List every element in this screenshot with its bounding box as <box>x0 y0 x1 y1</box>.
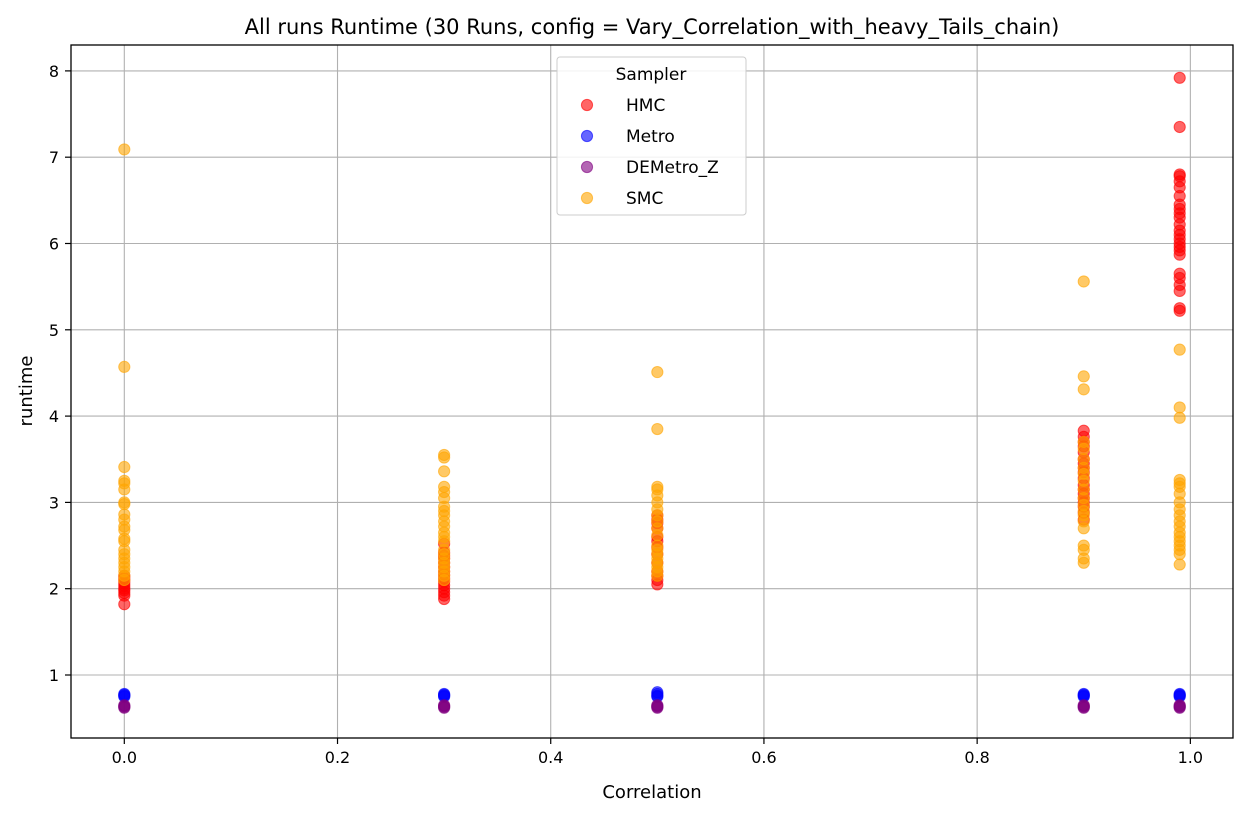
data-point <box>1173 343 1186 356</box>
data-point <box>1173 267 1186 280</box>
data-point <box>1173 302 1186 315</box>
data-point <box>651 686 664 699</box>
legend-items: HMC Metro DEMetro_Z SMC <box>580 96 719 209</box>
data-point <box>1077 435 1090 449</box>
legend-label: SMC <box>626 189 663 209</box>
data-point <box>438 480 451 493</box>
plot-frame <box>70 44 1234 739</box>
x-axis-ticks: 0.0 0.2 0.4 0.6 0.8 1.0 <box>112 738 1203 767</box>
y-tick-label: 7 <box>49 148 59 167</box>
data-point <box>118 496 131 509</box>
data-point <box>118 687 131 701</box>
data-point <box>118 460 131 474</box>
data-point <box>651 539 664 552</box>
y-tick-label: 2 <box>49 580 59 599</box>
data-point <box>1173 168 1186 181</box>
y-tick-label: 4 <box>49 407 59 426</box>
data-point <box>1077 453 1090 466</box>
data-point <box>118 699 131 712</box>
legend-marker <box>580 98 594 112</box>
data-point <box>1173 120 1186 134</box>
data-point <box>1173 71 1186 84</box>
x-tick-label: 0.6 <box>751 748 776 767</box>
y-tick-label: 3 <box>49 493 59 512</box>
data-point <box>438 687 451 701</box>
data-point <box>1077 370 1090 383</box>
y-tick-label: 8 <box>49 62 59 81</box>
data-point <box>1173 401 1186 414</box>
x-tick-label: 0.4 <box>538 748 563 767</box>
data-point <box>1173 699 1186 712</box>
legend-marker <box>580 191 594 205</box>
y-axis-ticks: 1 2 3 4 5 6 7 8 <box>49 62 71 685</box>
data-point <box>1077 275 1090 288</box>
legend-label: Metro <box>626 127 675 147</box>
data-point <box>1077 424 1090 437</box>
data-points <box>118 71 1186 714</box>
y-axis-label: runtime <box>16 356 37 427</box>
data-point <box>651 699 664 712</box>
data-point <box>1173 411 1186 424</box>
x-tick-label: 0.0 <box>112 748 137 767</box>
legend-marker <box>580 129 594 143</box>
legend-marker <box>580 160 594 174</box>
series-demetro-z <box>118 699 1186 714</box>
data-point <box>118 474 131 487</box>
data-point <box>438 448 451 462</box>
data-point <box>1173 558 1186 571</box>
data-point <box>118 143 131 156</box>
data-point <box>651 480 664 493</box>
data-point <box>1173 473 1186 487</box>
legend-label: DEMetro_Z <box>626 158 719 178</box>
x-axis-label: Correlation <box>602 782 701 803</box>
x-tick-label: 1.0 <box>1178 748 1203 767</box>
data-point <box>1173 687 1186 701</box>
series-smc <box>118 143 1186 587</box>
legend: Sampler HMC Metro DEMetro_Z SMC <box>556 56 747 216</box>
data-point <box>651 365 664 379</box>
chart-title: All runs Runtime (30 Runs, config = Vary… <box>245 15 1060 40</box>
legend-box <box>556 56 747 216</box>
y-tick-label: 5 <box>49 321 59 340</box>
data-point <box>1077 699 1090 712</box>
data-point <box>1077 687 1090 701</box>
data-point <box>118 508 131 521</box>
y-tick-label: 6 <box>49 234 59 253</box>
data-point <box>1077 383 1090 396</box>
data-point <box>438 465 451 478</box>
legend-label: HMC <box>626 96 665 116</box>
data-point <box>1077 539 1090 552</box>
x-tick-label: 0.2 <box>325 748 350 767</box>
data-point <box>118 360 131 374</box>
legend-title: Sampler <box>616 65 687 85</box>
series-metro <box>118 686 1186 703</box>
data-point <box>438 699 451 712</box>
data-point <box>651 422 664 436</box>
x-tick-label: 0.8 <box>964 748 989 767</box>
y-tick-label: 1 <box>49 666 59 685</box>
